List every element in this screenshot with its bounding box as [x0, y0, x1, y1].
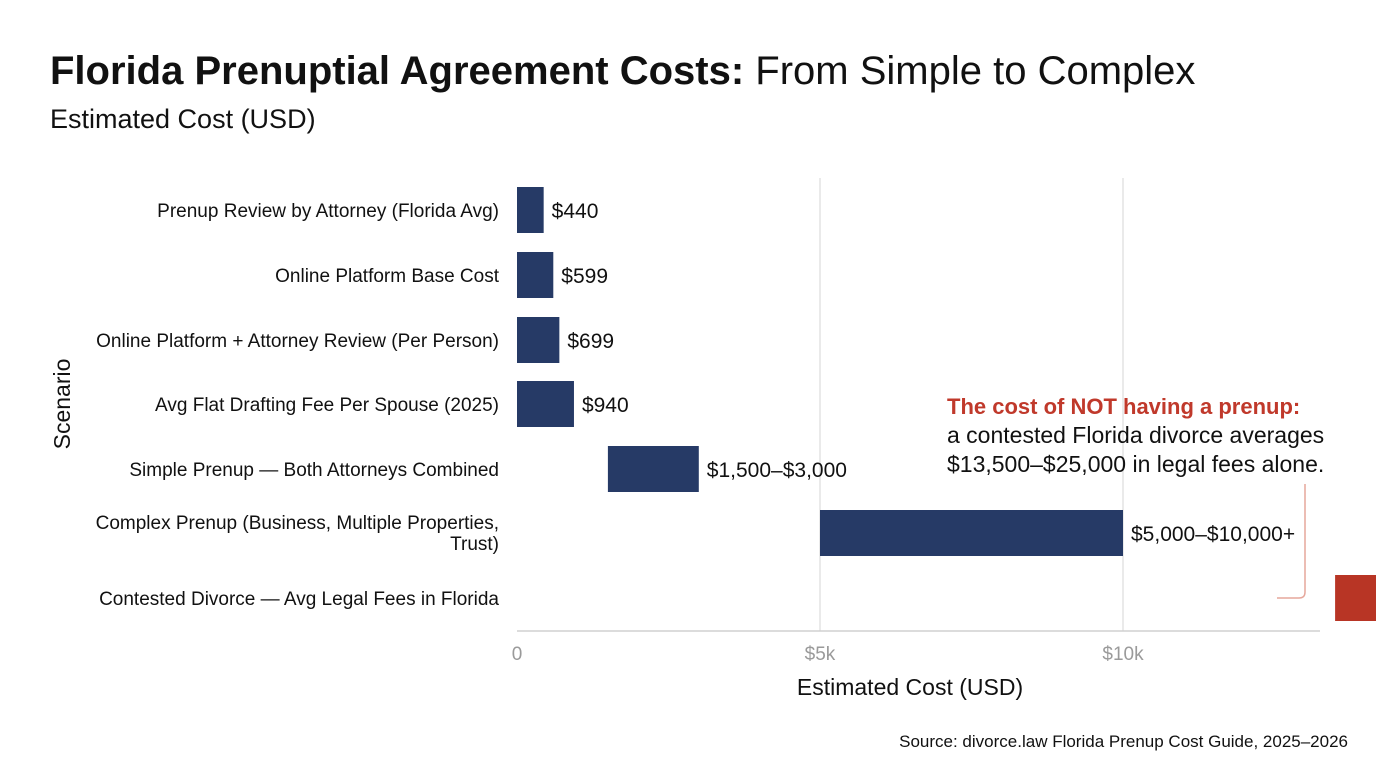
value-labels: $440 $599 $699 $940 $1,500–$3,000 $5,000–$10,… — [552, 200, 1295, 546]
callout-box: The cost of NOT having a prenup: a conte… — [947, 392, 1357, 479]
category-label: Simple Prenup — Both Attorneys Combined — [129, 460, 499, 481]
callout-line-2: $13,500–$25,000 in legal fees alone. — [947, 451, 1325, 477]
value-label: $940 — [582, 394, 629, 417]
callout-connector — [1277, 484, 1306, 599]
bar — [517, 317, 560, 363]
x-tick-labels: 0$5k$10k$15k$20k$25k — [512, 644, 1144, 665]
source-note: Source: divorce.law Florida Prenup Cost … — [899, 732, 1348, 751]
value-label: $599 — [561, 265, 608, 288]
callout-line-1: a contested Florida divorce averages — [947, 422, 1325, 448]
x-tick-label: $5k — [805, 644, 836, 665]
bar — [517, 381, 574, 427]
value-label: $699 — [567, 330, 614, 353]
value-label: $1,500–$3,000 — [707, 459, 847, 482]
x-tick-label: $10k — [1102, 644, 1144, 665]
category-label-line: Trust) — [450, 534, 499, 555]
chart-title-bold: Florida Prenuptial Agreement Costs: — [50, 49, 745, 93]
y-axis-title: Scenario — [49, 359, 75, 450]
bar — [517, 252, 554, 298]
bar — [820, 510, 1123, 556]
category-label: Online Platform + Attorney Review (Per P… — [96, 331, 499, 352]
category-label: Contested Divorce — Avg Legal Fees in Fl… — [99, 589, 499, 610]
callout-title: The cost of NOT having a prenup: — [947, 394, 1301, 419]
x-tick-label: 0 — [512, 644, 523, 665]
category-labels: Prenup Review by Attorney (Florida Avg) O… — [96, 201, 500, 610]
bar — [517, 187, 544, 233]
category-label-line: Complex Prenup (Business, Multiple Prope… — [96, 513, 499, 534]
chart-title: Florida Prenuptial Agreement Costs: From… — [50, 46, 1195, 96]
bar — [607, 446, 699, 492]
value-label: $440 — [552, 200, 599, 223]
category-label: Avg Flat Drafting Fee Per Spouse (2025) — [155, 395, 499, 416]
category-label: Complex Prenup (Business, Multiple Prope… — [96, 513, 499, 555]
chart-title-rest: From Simple to Complex — [744, 49, 1196, 93]
bar — [1335, 575, 1376, 621]
bars — [517, 187, 1376, 621]
chart-subtitle: Estimated Cost (USD) — [50, 104, 316, 134]
category-label: Prenup Review by Attorney (Florida Avg) — [157, 201, 499, 222]
x-axis-title: Estimated Cost (USD) — [797, 674, 1023, 700]
category-label: Online Platform Base Cost — [275, 266, 500, 287]
value-label: $5,000–$10,000+ — [1131, 523, 1295, 546]
